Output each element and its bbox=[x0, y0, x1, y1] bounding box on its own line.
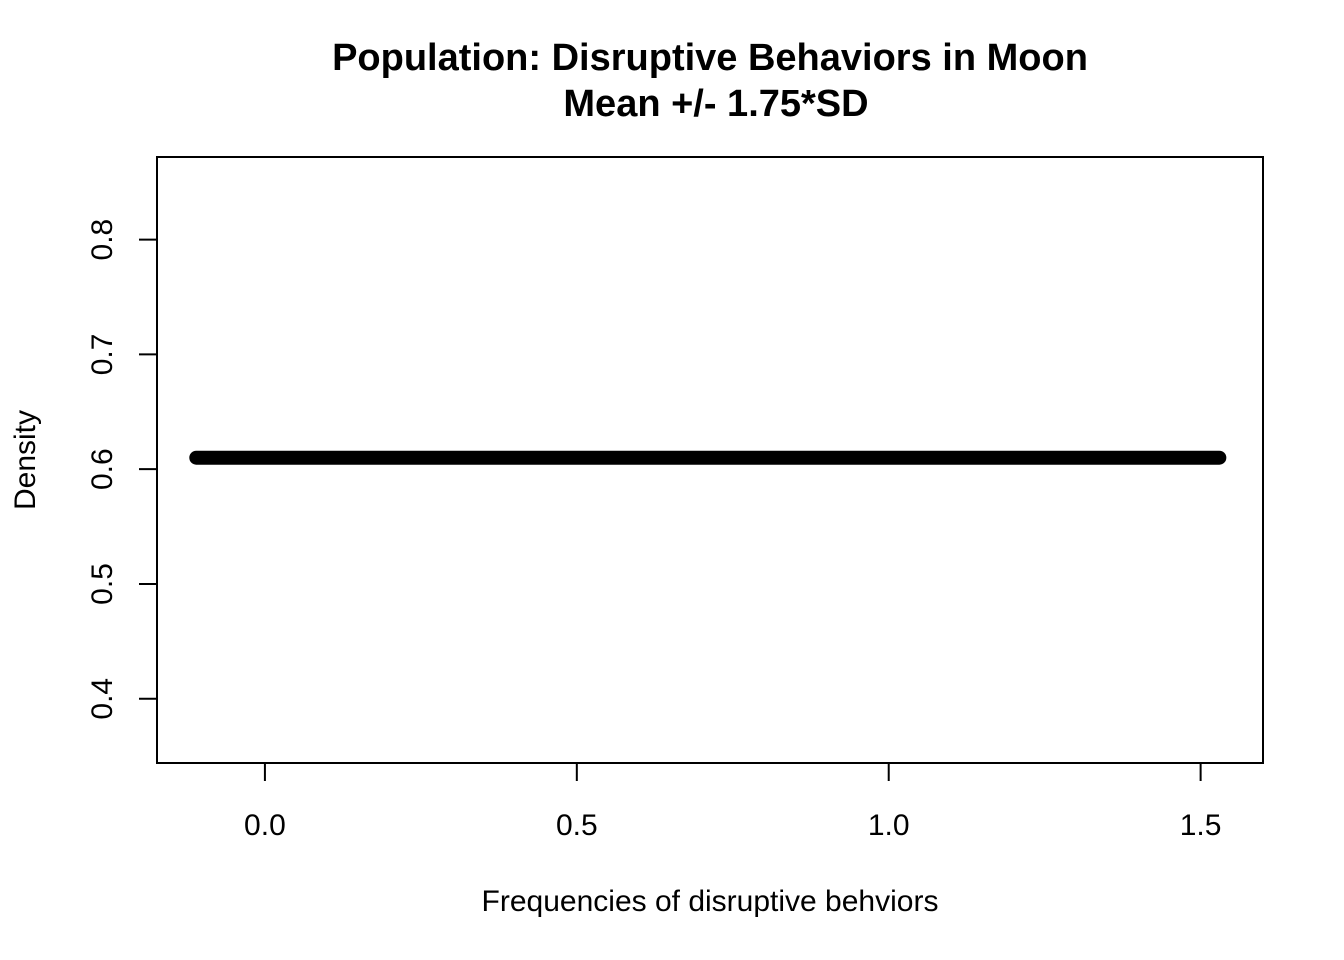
x-axis: 0.0 0.5 1.0 1.5 bbox=[244, 762, 1222, 842]
x-tick-label: 0.0 bbox=[244, 809, 286, 842]
y-tick-label: 0.6 bbox=[86, 448, 119, 490]
chart-subtitle: Mean +/- 1.75*SD bbox=[563, 83, 868, 125]
x-tick-label: 0.5 bbox=[556, 809, 598, 842]
x-tick-label: 1.0 bbox=[868, 809, 910, 842]
x-tick-label: 1.5 bbox=[1180, 809, 1222, 842]
y-tick-label: 0.7 bbox=[86, 334, 119, 376]
y-tick-label: 0.5 bbox=[86, 563, 119, 605]
y-tick-label: 0.8 bbox=[86, 219, 119, 261]
y-axis: 0.4 0.5 0.6 0.7 0.8 bbox=[86, 219, 158, 720]
y-tick-label: 0.4 bbox=[86, 678, 119, 720]
chart-title: Population: Disruptive Behaviors in Moon bbox=[332, 37, 1088, 79]
x-axis-label: Frequencies of disruptive behviors bbox=[482, 885, 939, 918]
y-axis-label: Density bbox=[9, 410, 42, 510]
